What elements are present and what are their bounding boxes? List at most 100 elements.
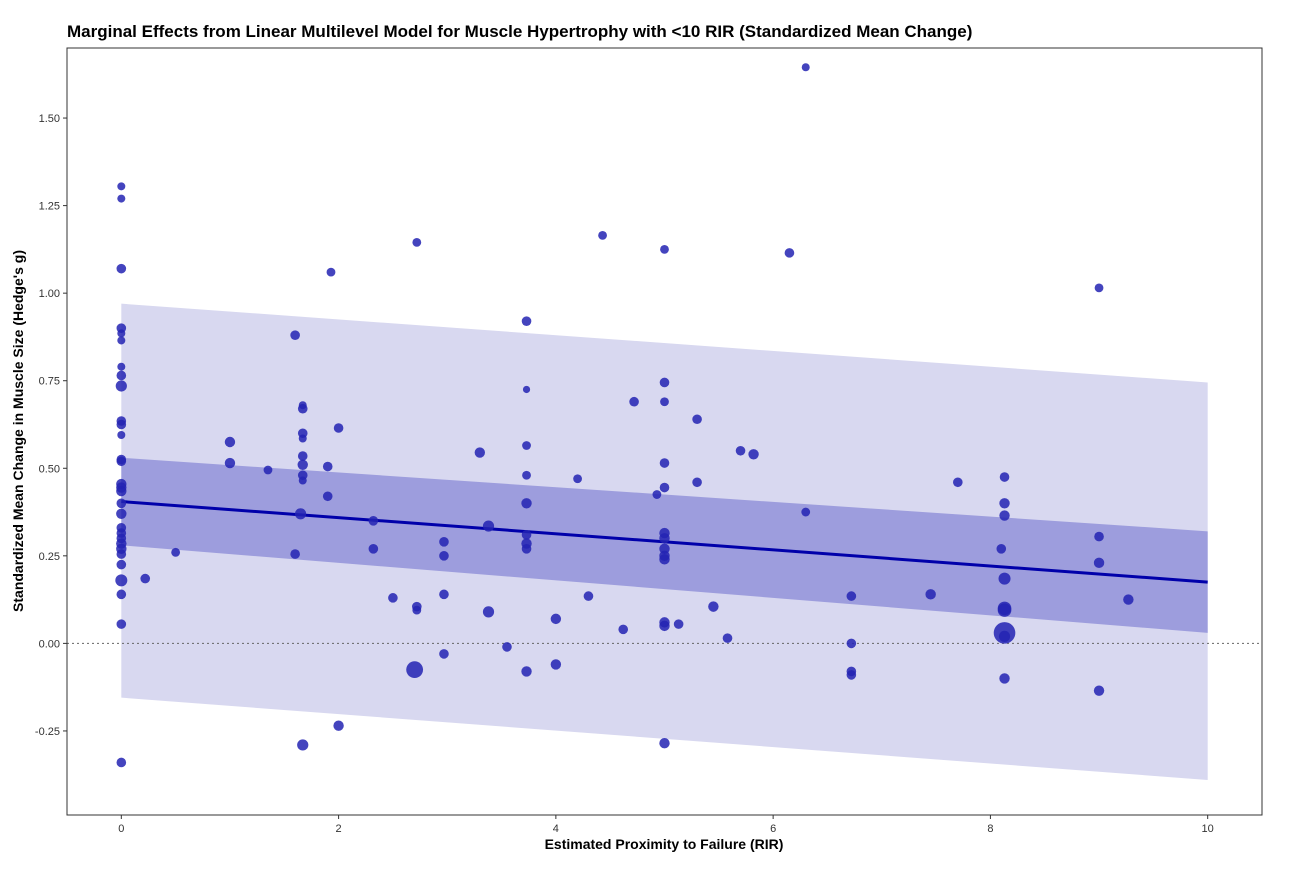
data-point xyxy=(1093,685,1105,696)
data-point xyxy=(999,472,1010,482)
data-point xyxy=(439,537,449,547)
data-point xyxy=(1123,594,1134,605)
data-point xyxy=(618,624,629,635)
data-point xyxy=(748,449,759,460)
x-tick-label: 6 xyxy=(770,823,776,835)
data-point xyxy=(659,620,670,632)
data-point xyxy=(846,638,857,649)
data-point xyxy=(298,434,307,443)
data-point xyxy=(117,431,126,440)
data-point xyxy=(801,63,810,72)
data-point xyxy=(692,477,702,488)
data-point xyxy=(784,248,795,258)
data-point xyxy=(521,498,532,509)
data-point xyxy=(999,498,1010,509)
data-point xyxy=(224,457,236,469)
data-point xyxy=(1094,531,1104,542)
data-point xyxy=(482,606,495,618)
data-point xyxy=(629,396,639,407)
data-point xyxy=(1094,283,1104,293)
data-point xyxy=(322,491,333,502)
data-point xyxy=(412,237,422,247)
data-point xyxy=(502,642,512,652)
data-point xyxy=(521,666,532,677)
data-point xyxy=(117,329,126,338)
data-point xyxy=(999,673,1010,684)
data-point xyxy=(573,474,582,484)
data-point xyxy=(998,572,1011,585)
data-point xyxy=(298,476,307,485)
data-point xyxy=(659,377,670,388)
data-point xyxy=(522,385,531,394)
data-point xyxy=(297,451,308,461)
data-point xyxy=(117,362,126,371)
data-point xyxy=(116,419,127,430)
data-point xyxy=(116,508,127,520)
data-point xyxy=(297,739,309,751)
data-point xyxy=(659,554,670,565)
data-point xyxy=(297,403,308,414)
x-tick-label: 2 xyxy=(336,823,342,835)
data-point xyxy=(521,530,532,540)
data-point xyxy=(1093,557,1105,569)
data-point xyxy=(116,757,127,768)
data-point xyxy=(171,547,181,557)
x-tick-label: 4 xyxy=(553,823,559,835)
data-point xyxy=(116,559,127,570)
data-point xyxy=(659,738,670,749)
data-point xyxy=(659,458,670,468)
y-tick-label: 0.00 xyxy=(39,638,60,650)
data-point xyxy=(659,482,670,493)
x-axis: 0 2 4 6 8 10 xyxy=(118,815,1214,835)
y-axis: -0.25 0.00 0.25 0.50 0.75 1.00 1.25 1.50 xyxy=(35,113,67,738)
x-tick-label: 8 xyxy=(987,823,993,835)
data-point xyxy=(388,593,398,603)
data-point xyxy=(116,456,127,467)
data-point xyxy=(406,661,424,679)
data-point xyxy=(439,551,449,561)
data-point xyxy=(263,465,273,475)
data-point xyxy=(117,194,126,203)
data-point xyxy=(522,470,531,480)
data-point xyxy=(659,533,670,544)
chart-title: Marginal Effects from Linear Multilevel … xyxy=(67,22,972,41)
data-point xyxy=(660,397,669,407)
data-point xyxy=(550,613,562,625)
points-layer xyxy=(115,63,1134,768)
data-point xyxy=(116,263,127,274)
x-axis-label: Estimated Proximity to Failure (RIR) xyxy=(545,836,784,852)
plot-panel-border xyxy=(66,47,1263,816)
data-point xyxy=(116,498,127,509)
y-tick-label: 0.75 xyxy=(39,376,60,388)
data-point xyxy=(333,720,344,731)
data-point xyxy=(326,267,336,277)
data-point xyxy=(115,574,128,587)
y-tick-label: 0.50 xyxy=(39,463,60,475)
y-tick-label: 1.25 xyxy=(39,201,60,213)
data-point xyxy=(953,477,963,488)
data-point xyxy=(439,589,449,600)
data-point xyxy=(290,549,300,559)
data-point xyxy=(294,508,307,520)
data-point xyxy=(692,414,702,425)
data-point xyxy=(846,591,857,601)
data-point xyxy=(550,659,562,670)
data-point xyxy=(116,549,127,559)
data-point xyxy=(673,619,684,629)
y-tick-label: 1.00 xyxy=(39,288,60,300)
data-point xyxy=(116,370,127,381)
data-point xyxy=(368,544,379,554)
data-point xyxy=(482,520,495,532)
data-point xyxy=(117,182,126,191)
y-axis-label: Standardized Mean Change in Muscle Size … xyxy=(10,250,26,612)
data-point xyxy=(297,459,308,470)
data-point xyxy=(290,330,300,340)
data-point xyxy=(997,603,1012,617)
data-point xyxy=(998,630,1011,642)
data-point xyxy=(116,485,127,497)
data-point xyxy=(735,445,746,456)
data-point xyxy=(522,441,531,450)
data-point xyxy=(333,423,344,433)
data-point xyxy=(652,490,662,499)
